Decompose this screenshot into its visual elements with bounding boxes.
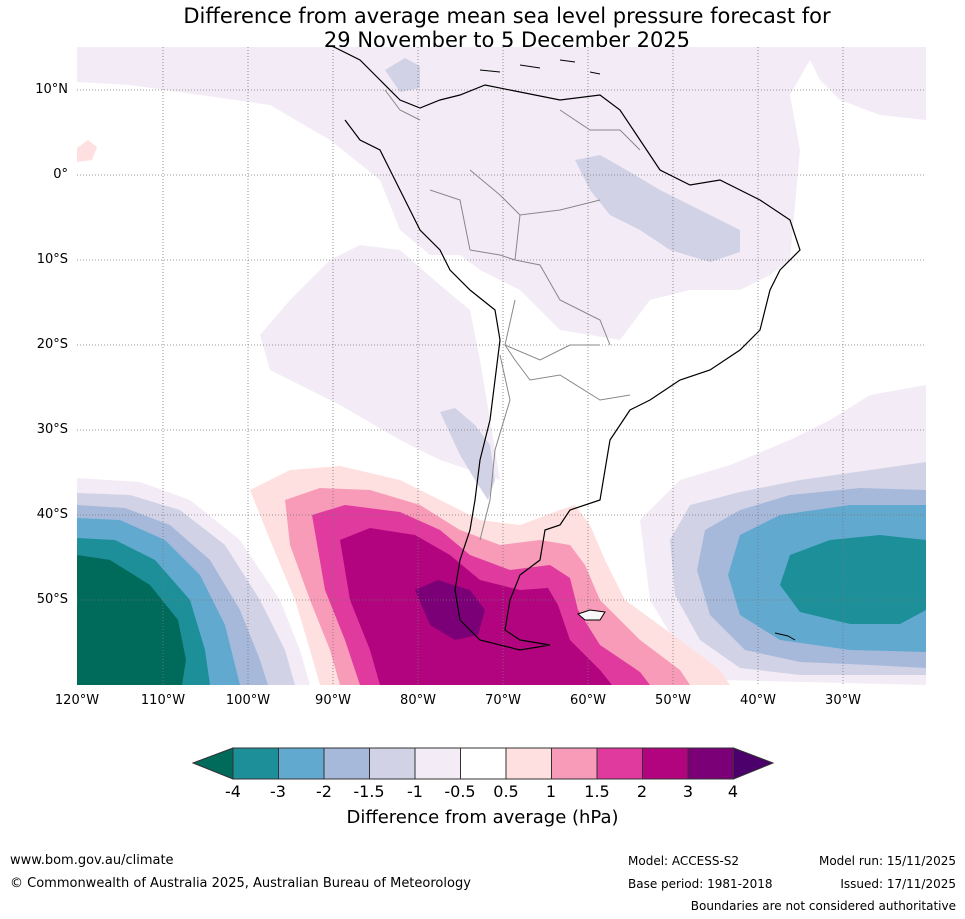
lon-label-100w: 100°W	[225, 693, 271, 708]
model-run-date: Model run: 15/11/2025	[818, 854, 956, 868]
lat-label-10n: 10°N	[35, 82, 68, 97]
anomaly-region-grey-blue-amazon	[575, 155, 740, 262]
lat-label-50s: 50°S	[36, 592, 68, 607]
colorbar-segment-2	[278, 747, 325, 780]
colorbar-tick-label: 3	[682, 782, 694, 801]
lat-label-10s: 10°S	[36, 252, 68, 267]
anomaly-region-pale-pink-eq	[77, 140, 97, 162]
colorbar-tick-label: 2	[636, 782, 648, 801]
lat-label-0: 0°	[53, 167, 68, 182]
anomaly-region-grey-blue-chile	[440, 408, 495, 500]
colorbar-segment-8	[551, 747, 598, 780]
south-georgia	[774, 632, 796, 641]
falkland-islands	[577, 609, 606, 621]
colorbar-segment-5	[414, 747, 461, 780]
colorbar-tick-label: -4	[225, 782, 241, 801]
colorbar-tick-label: -1	[407, 782, 423, 801]
south-america-coastline	[332, 47, 801, 651]
lat-label-40s: 40°S	[36, 507, 68, 522]
lon-label-70w: 70°W	[485, 693, 521, 708]
colorbar-segment-7	[505, 747, 552, 780]
colorbar-tick-label: 1.5	[584, 782, 610, 801]
colorbar-tick-label: 1	[545, 782, 557, 801]
anomaly-region-teal-se	[780, 535, 926, 624]
lon-label-50w: 50°W	[655, 693, 691, 708]
boundaries-disclaimer: Boundaries are not considered authoritat…	[690, 899, 956, 913]
colorbar-label: Difference from average (hPa)	[346, 807, 619, 828]
anomaly-region-lavender-north	[77, 47, 926, 340]
colorbar-segment-4	[369, 747, 416, 780]
colorbar-tick-label: -3	[270, 782, 286, 801]
lon-label-40w: 40°W	[740, 693, 776, 708]
lon-label-80w: 80°W	[400, 693, 436, 708]
base-period: Base period: 1981-2018	[628, 877, 773, 891]
lat-label-30s: 30°S	[36, 422, 68, 437]
colorbar-extend-low	[191, 747, 234, 780]
colorbar-tick-label: 0.5	[493, 782, 519, 801]
colorbar-tick-label: -0.5	[444, 782, 476, 801]
colorbar-tick-label: -1.5	[353, 782, 385, 801]
lon-label-90w: 90°W	[315, 693, 351, 708]
colorbar-segment-1	[232, 747, 279, 780]
colorbar-segment-11	[687, 747, 734, 780]
colorbar-tick-label: -2	[316, 782, 332, 801]
model-name: Model: ACCESS-S2	[628, 854, 740, 868]
anomaly-region-grey-blue-caribbean	[385, 58, 420, 92]
country-borders	[384, 89, 641, 541]
lon-label-30w: 30°W	[825, 693, 861, 708]
colorbar-tick-label: 4	[727, 782, 739, 801]
colorbar	[191, 747, 775, 780]
anomaly-region-dark-teal-sw	[77, 555, 186, 685]
graticule	[77, 47, 926, 685]
anomaly-region-purple	[415, 580, 485, 640]
lon-label-120w: 120°W	[54, 693, 100, 708]
website-link[interactable]: www.bom.gov.au/climate	[10, 853, 174, 868]
lon-label-110w: 110°W	[140, 693, 186, 708]
colorbar-segment-10	[642, 747, 689, 780]
caribbean-islands	[479, 59, 601, 75]
colorbar-segment-9	[596, 747, 643, 780]
lat-label-20s: 20°S	[36, 337, 68, 352]
issued-date: Issued: 17/11/2025	[840, 877, 956, 891]
colorbar-segment-3	[323, 747, 370, 780]
title-line-1: Difference from average mean sea level p…	[183, 4, 831, 28]
map-title: Difference from average mean sea level p…	[0, 4, 965, 52]
anomaly-region-lavender-west	[260, 245, 500, 480]
pressure-anomaly-map	[77, 47, 926, 685]
copyright-text: © Commonwealth of Australia 2025, Austra…	[10, 876, 471, 891]
lon-label-60w: 60°W	[570, 693, 606, 708]
colorbar-segment-6	[460, 747, 507, 780]
colorbar-extend-high	[733, 747, 775, 780]
